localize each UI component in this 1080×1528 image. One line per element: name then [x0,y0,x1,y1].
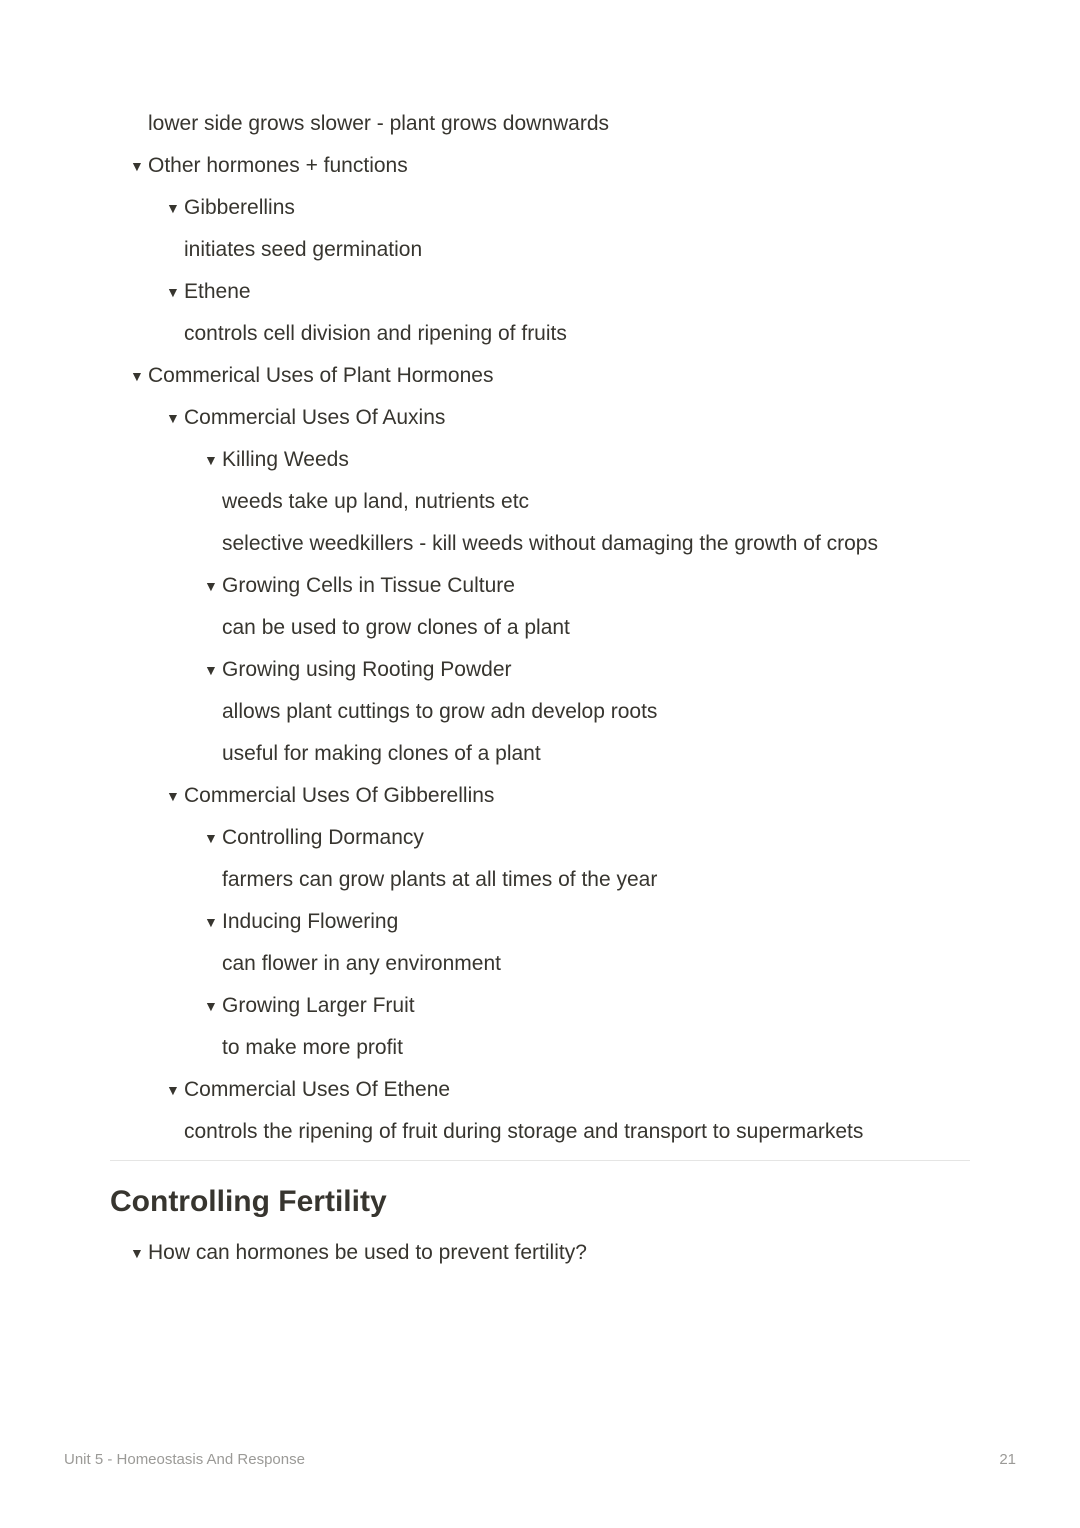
toggle-item[interactable]: ▼ Inducing Flowering [110,908,970,936]
list-item-text: can be used to grow clones of a plant [222,614,970,642]
toggle-item[interactable]: ▼ Growing Cells in Tissue Culture [110,572,970,600]
toggle-label: Inducing Flowering [222,908,970,936]
list-item-text: weeds take up land, nutrients etc [222,488,970,516]
list-item: farmers can grow plants at all times of … [110,866,970,894]
list-item: to make more profit [110,1034,970,1062]
list-item-text: controls cell division and ripening of f… [184,320,970,348]
list-item-text: to make more profit [222,1034,970,1062]
toggle-label: Killing Weeds [222,446,970,474]
toggle-label: Controlling Dormancy [222,824,970,852]
toggle-item[interactable]: ▼ Commerical Uses of Plant Hormones [110,362,970,390]
toggle-item[interactable]: ▼ Commercial Uses Of Auxins [110,404,970,432]
list-item-text: allows plant cuttings to grow adn develo… [222,698,970,726]
list-item: can flower in any environment [110,950,970,978]
chevron-down-icon: ▼ [130,1239,148,1267]
page-number: 21 [999,1451,1016,1468]
chevron-down-icon: ▼ [166,278,184,306]
list-item: lower side grows slower - plant grows do… [110,110,970,138]
list-item: controls cell division and ripening of f… [110,320,970,348]
page-footer: Unit 5 - Homeostasis And Response 21 [64,1451,1016,1468]
toggle-label: Commercial Uses Of Ethene [184,1076,970,1104]
chevron-down-icon: ▼ [204,992,222,1020]
toggle-item[interactable]: ▼ Commercial Uses Of Gibberellins [110,782,970,810]
document-page: lower side grows slower - plant grows do… [0,0,1080,1267]
toggle-item[interactable]: ▼ Growing Larger Fruit [110,992,970,1020]
list-item-text: farmers can grow plants at all times of … [222,866,970,894]
chevron-down-icon: ▼ [166,404,184,432]
list-item-text: selective weedkillers - kill weeds witho… [222,530,970,558]
chevron-down-icon: ▼ [130,362,148,390]
toggle-label: Commercial Uses Of Gibberellins [184,782,970,810]
toggle-label: Growing Cells in Tissue Culture [222,572,970,600]
toggle-item[interactable]: ▼ Ethene [110,278,970,306]
list-item-text: lower side grows slower - plant grows do… [148,110,970,138]
list-item: allows plant cuttings to grow adn develo… [110,698,970,726]
chevron-down-icon: ▼ [166,1076,184,1104]
toggle-label: How can hormones be used to prevent fert… [148,1239,970,1267]
list-item: useful for making clones of a plant [110,740,970,768]
list-item: initiates seed germination [110,236,970,264]
toggle-label: Commercial Uses Of Auxins [184,404,970,432]
chevron-down-icon: ▼ [204,908,222,936]
toggle-item[interactable]: ▼ Commercial Uses Of Ethene [110,1076,970,1104]
toggle-label: Growing using Rooting Powder [222,656,970,684]
toggle-label: Gibberellins [184,194,970,222]
list-item-text: useful for making clones of a plant [222,740,970,768]
list-item: controls the ripening of fruit during st… [110,1118,970,1146]
list-item: weeds take up land, nutrients etc [110,488,970,516]
divider [110,1160,970,1161]
chevron-down-icon: ▼ [130,152,148,180]
chevron-down-icon: ▼ [166,194,184,222]
chevron-down-icon: ▼ [166,782,184,810]
toggle-item[interactable]: ▼ Killing Weeds [110,446,970,474]
toggle-label: Other hormones + functions [148,152,970,180]
toggle-label: Commerical Uses of Plant Hormones [148,362,970,390]
list-item-text: can flower in any environment [222,950,970,978]
section-heading: Controlling Fertility [110,1185,970,1219]
chevron-down-icon: ▼ [204,572,222,600]
toggle-label: Growing Larger Fruit [222,992,970,1020]
chevron-down-icon: ▼ [204,824,222,852]
toggle-item[interactable]: ▼ Growing using Rooting Powder [110,656,970,684]
chevron-down-icon: ▼ [204,656,222,684]
toggle-label: Ethene [184,278,970,306]
toggle-item[interactable]: ▼ How can hormones be used to prevent fe… [110,1239,970,1267]
list-item-text: controls the ripening of fruit during st… [184,1118,970,1146]
footer-title: Unit 5 - Homeostasis And Response [64,1451,305,1468]
toggle-item[interactable]: ▼ Other hormones + functions [110,152,970,180]
toggle-item[interactable]: ▼ Gibberellins [110,194,970,222]
list-item: can be used to grow clones of a plant [110,614,970,642]
toggle-item[interactable]: ▼ Controlling Dormancy [110,824,970,852]
chevron-down-icon: ▼ [204,446,222,474]
list-item-text: initiates seed germination [184,236,970,264]
list-item: selective weedkillers - kill weeds witho… [110,530,970,558]
